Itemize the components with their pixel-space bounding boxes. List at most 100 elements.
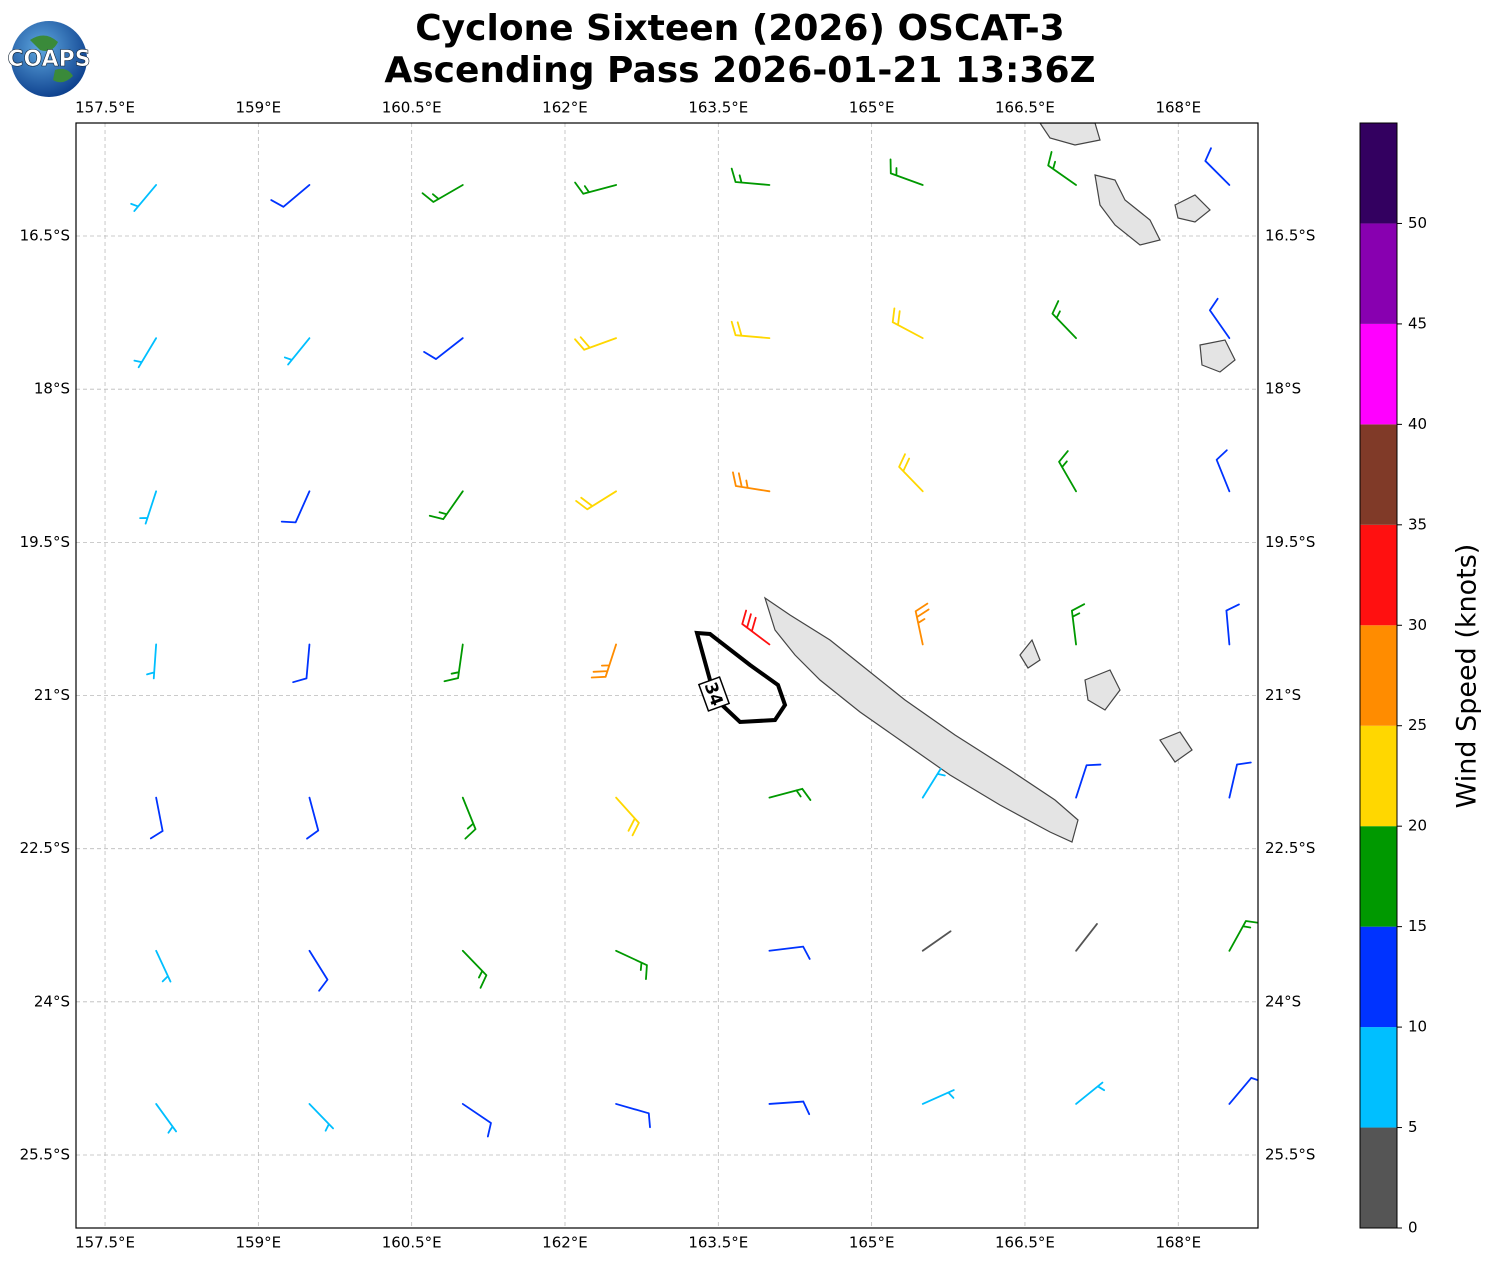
chart-title: Ascending Pass 2026-01-21 13:36Z — [384, 50, 1095, 91]
colorbar-frame — [1359, 122, 1398, 1229]
wind-barb — [898, 453, 924, 493]
contour-label: 34 — [697, 676, 731, 712]
wind-barb — [768, 787, 812, 801]
wind-barb — [1208, 297, 1231, 340]
y-tick-label: 22.5°S — [1265, 839, 1315, 857]
wind-barb — [292, 643, 311, 684]
colorbar-segment — [1360, 323, 1397, 425]
wind-barb — [461, 1103, 492, 1138]
colorbar-tick-label: 35 — [1408, 515, 1427, 533]
ticks: 157.5°E 157.5°E 159°E 159°E 160.5°E 160.5°E 16… — [20, 99, 1316, 1252]
x-tick-label: 159°E — [236, 1234, 282, 1252]
island — [1084, 669, 1121, 711]
x-tick-label: 162°E — [542, 99, 588, 117]
colorbar-tick-label: 5 — [1408, 1118, 1418, 1136]
x-tick-label: 162°E — [542, 1234, 588, 1252]
wind-barb — [889, 158, 924, 186]
colorbar-tick-label: 0 — [1408, 1219, 1418, 1237]
contour-label-box — [697, 676, 731, 712]
x-tick-label: 168°E — [1155, 1234, 1201, 1252]
x-tick-label: 160.5°E — [382, 99, 442, 117]
wind-barb — [1225, 603, 1240, 646]
colorbar-tick-label: 40 — [1408, 415, 1427, 433]
island — [1094, 174, 1161, 246]
wind-barb — [1071, 603, 1086, 646]
colorbar: 0 5 10 15 20 25 30 35 40 45 50 — [1359, 122, 1427, 1237]
wind-barb — [1075, 763, 1102, 799]
wind-barb — [615, 796, 640, 837]
wind-barb — [461, 796, 477, 840]
wind-barb — [574, 181, 617, 195]
wind-barb — [428, 490, 464, 521]
wind-barb — [1215, 449, 1231, 493]
y-tick-label: 21°S — [34, 686, 70, 704]
wind-barb — [146, 643, 158, 680]
y-tick-label: 22.5°S — [20, 839, 70, 857]
island — [1039, 123, 1101, 146]
colorbar-segment — [1360, 826, 1397, 927]
island — [763, 596, 1079, 843]
wind-barb — [1228, 920, 1258, 952]
chart-title: Cyclone Sixteen (2026) OSCAT-3 — [415, 8, 1064, 49]
wind-barb — [768, 1100, 811, 1116]
wind-barb — [421, 184, 464, 203]
logo: COAPS — [7, 21, 91, 97]
wind-barb — [1058, 450, 1077, 493]
wind-barb — [139, 490, 158, 525]
wind-barb — [741, 609, 771, 646]
colorbar-segment — [1360, 424, 1397, 525]
wind-barb — [461, 949, 488, 989]
x-tick-label: 160.5°E — [382, 1234, 442, 1252]
island — [1019, 638, 1041, 669]
logo-land — [30, 35, 73, 83]
colorbar-segment — [1360, 1027, 1397, 1128]
island — [1159, 731, 1193, 763]
wind-barb — [914, 602, 930, 646]
wind-barb — [921, 767, 946, 799]
wind-barb — [1228, 1076, 1258, 1105]
x-tick-label: 163.5°E — [688, 99, 748, 117]
plot-frame — [75, 122, 1259, 1229]
colorbar-tick-label: 25 — [1408, 716, 1427, 734]
wind-barb — [443, 643, 464, 683]
y-tick-label: 24°S — [1265, 992, 1301, 1010]
y-tick-label: 25.5°S — [1265, 1145, 1315, 1163]
y-tick-label: 18°S — [34, 380, 70, 398]
wind-barb — [768, 945, 811, 960]
y-tick-label: 21°S — [1265, 686, 1301, 704]
wind-barb — [574, 336, 617, 351]
y-tick-label: 16.5°S — [20, 227, 70, 245]
wind-barb — [891, 307, 924, 340]
wind-barb — [921, 1089, 955, 1105]
wind-barb — [1047, 151, 1077, 186]
wind-barb — [423, 337, 464, 360]
y-tick-label: 19.5°S — [1265, 533, 1315, 551]
wind-barb — [730, 167, 771, 186]
wind-barb — [130, 184, 158, 212]
wind-barb — [149, 796, 164, 840]
x-tick-label: 168°E — [1155, 99, 1201, 117]
wind-barb — [730, 320, 771, 340]
colorbar-tick-label: 45 — [1408, 314, 1427, 332]
wind-barb — [133, 337, 158, 369]
barb-layer — [130, 147, 1258, 1138]
x-tick-label: 163.5°E — [688, 1234, 748, 1252]
wind-barb — [921, 930, 952, 952]
y-tick-label: 25.5°S — [20, 1145, 70, 1163]
land — [763, 123, 1236, 843]
wind-barb — [280, 490, 311, 524]
island — [1174, 194, 1211, 223]
colorbar-segment — [1360, 1127, 1397, 1228]
x-tick-label: 159°E — [236, 99, 282, 117]
wind-barb — [575, 490, 617, 511]
wind-barb — [615, 949, 648, 980]
wind-barb — [308, 1103, 334, 1132]
wind-barb — [732, 471, 771, 493]
colorbar-tick-label: 20 — [1408, 817, 1427, 835]
y-tick-label: 16.5°S — [1265, 227, 1315, 245]
wind-barb — [306, 796, 320, 840]
y-tick-label: 19.5°S — [20, 533, 70, 551]
colorbar-segment — [1360, 625, 1397, 726]
wind-barb — [1228, 761, 1252, 799]
